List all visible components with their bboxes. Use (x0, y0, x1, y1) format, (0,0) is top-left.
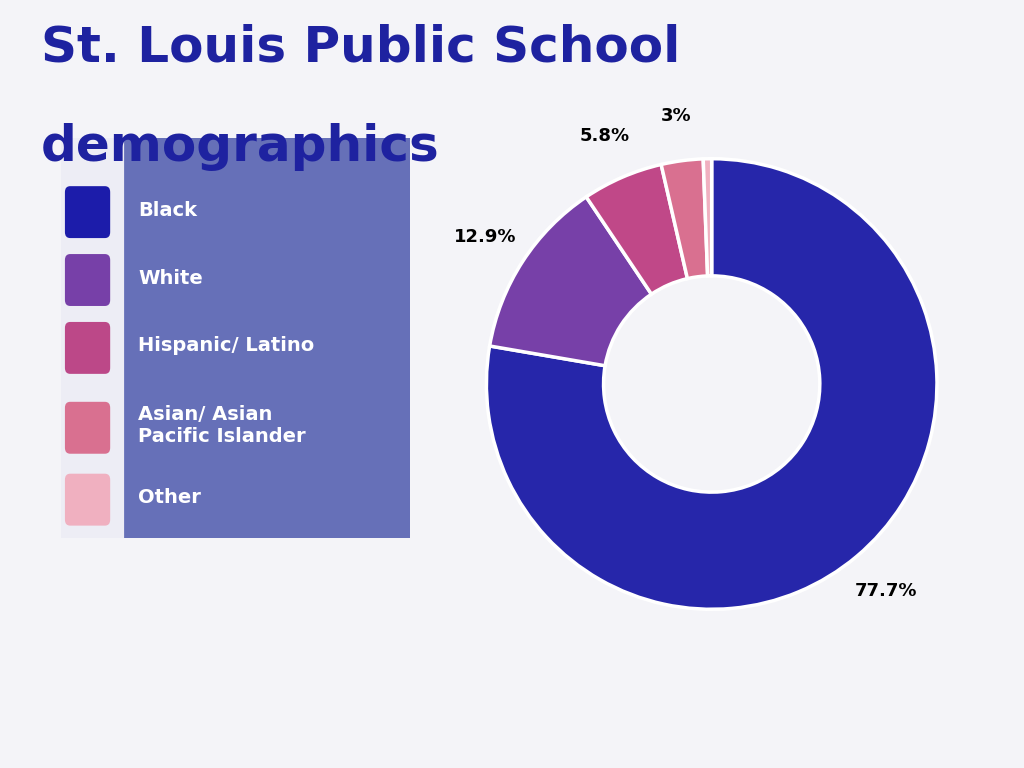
FancyBboxPatch shape (65, 254, 111, 306)
FancyBboxPatch shape (51, 126, 420, 550)
FancyBboxPatch shape (65, 186, 111, 238)
Text: 77.7%: 77.7% (855, 581, 918, 600)
FancyBboxPatch shape (65, 402, 111, 454)
Text: St. Louis Public School: St. Louis Public School (41, 23, 680, 71)
Text: 3%: 3% (660, 107, 691, 125)
FancyBboxPatch shape (65, 322, 111, 374)
Wedge shape (703, 159, 712, 276)
Text: Other: Other (138, 488, 201, 507)
FancyBboxPatch shape (54, 131, 124, 545)
Text: 12.9%: 12.9% (454, 228, 516, 246)
FancyBboxPatch shape (65, 474, 111, 525)
Wedge shape (486, 159, 937, 609)
Text: Asian/ Asian
Pacific Islander: Asian/ Asian Pacific Islander (138, 406, 305, 446)
Text: Hispanic/ Latino: Hispanic/ Latino (138, 336, 314, 356)
Wedge shape (586, 164, 687, 294)
Text: 5.8%: 5.8% (580, 127, 630, 145)
Wedge shape (662, 159, 708, 279)
Text: Black: Black (138, 200, 197, 220)
Text: demographics: demographics (41, 123, 439, 171)
Wedge shape (489, 197, 651, 366)
Text: White: White (138, 269, 203, 287)
